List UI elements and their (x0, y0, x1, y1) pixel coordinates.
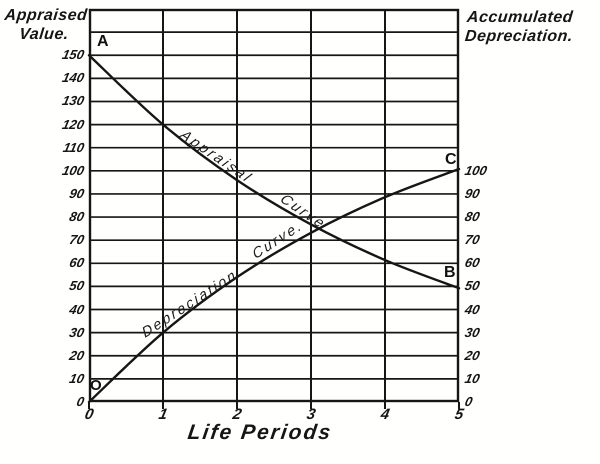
plot-area (87, 8, 461, 409)
right-axis-tick-label: 90 (463, 185, 482, 201)
right-axis-tick-label: 20 (463, 347, 482, 363)
right-axis-tick-label: 50 (463, 278, 482, 294)
left-axis-tick-label: 40 (68, 301, 86, 317)
plot-frame (88, 8, 460, 403)
right-axis-tick-label: 70 (463, 232, 482, 248)
right-axis-title-line2: Depreciation. (464, 28, 574, 45)
left-axis-title-line1: Appraised (3, 7, 89, 24)
left-axis-tick-label: 140 (60, 70, 86, 86)
left-axis-tick-label: 60 (68, 255, 86, 271)
point-label-C: C (445, 151, 457, 168)
point-label-O: O (90, 377, 102, 394)
right-axis-tick-label: 30 (463, 324, 482, 340)
left-axis-tick-label: 90 (68, 185, 86, 201)
right-axis-tick-label: 100 (463, 162, 489, 178)
left-axis-title: Appraised Value. (0, 6, 90, 44)
point-label-A: A (97, 33, 109, 50)
right-axis-tick-label: 60 (463, 255, 482, 271)
right-axis-title-line1: Accumulated (466, 9, 574, 26)
left-axis-tick-label: 80 (68, 209, 86, 225)
left-axis-tick-label: 130 (60, 93, 86, 109)
x-axis-title: Life Periods (186, 421, 334, 444)
left-axis-tick-label: 50 (68, 278, 86, 294)
left-axis-tick-label: 70 (68, 232, 86, 248)
left-axis-tick-label: 150 (60, 47, 86, 63)
right-axis-tick-label: 10 (463, 370, 482, 386)
right-axis-tick-label: 40 (463, 301, 482, 317)
left-axis-tick-label: 20 (68, 347, 86, 363)
point-label-B: B (444, 264, 456, 281)
left-axis-title-line2: Value. (18, 26, 70, 43)
right-axis-title: Accumulated Depreciation. (464, 8, 600, 46)
left-axis-tick-label: 10 (68, 370, 86, 386)
left-axis-tick-label: 110 (61, 139, 86, 155)
right-axis-tick-label: 80 (463, 209, 482, 225)
x-axis-tick-label: 0 (83, 406, 96, 423)
depreciation-curve (87, 167, 461, 404)
x-axis-tick-label: 5 (453, 406, 466, 423)
left-axis-tick-label: 30 (68, 324, 86, 340)
x-axis-tick-label: 4 (379, 406, 392, 423)
appraisal-curve (87, 54, 461, 290)
left-axis-tick-label: 120 (60, 116, 86, 132)
left-axis-tick-label: 100 (60, 162, 86, 178)
